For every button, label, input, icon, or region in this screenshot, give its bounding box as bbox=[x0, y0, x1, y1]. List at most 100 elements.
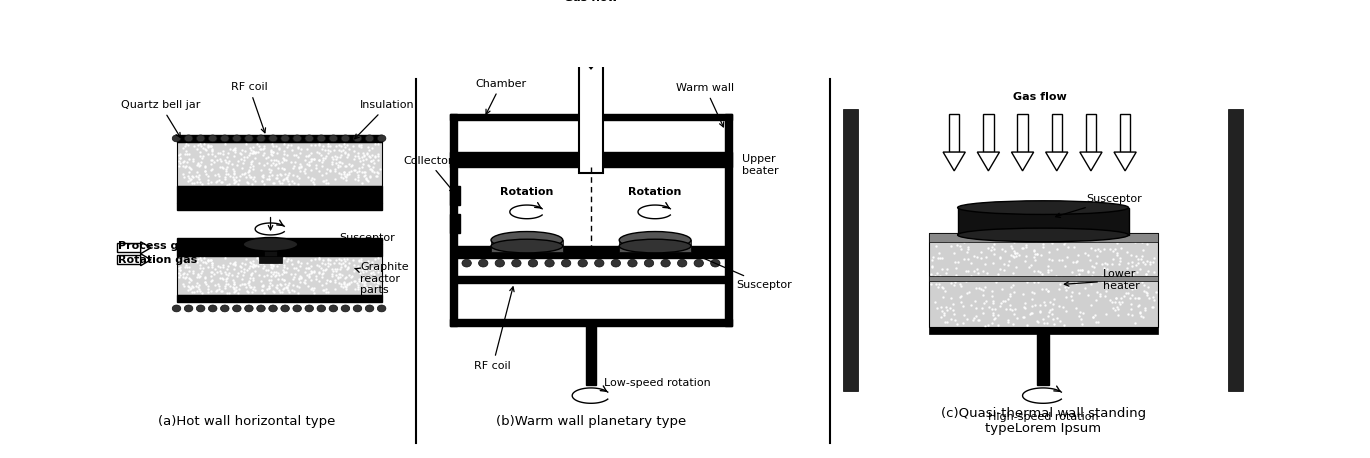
Point bbox=[312, 177, 334, 185]
Point bbox=[277, 287, 299, 294]
Point bbox=[1021, 309, 1043, 316]
Point bbox=[296, 146, 318, 153]
Point bbox=[969, 284, 991, 291]
Point bbox=[355, 279, 377, 286]
Point bbox=[174, 164, 196, 171]
Point bbox=[312, 267, 334, 274]
Point bbox=[253, 161, 275, 169]
Point bbox=[223, 262, 245, 269]
Point bbox=[367, 279, 389, 287]
Point bbox=[1051, 256, 1073, 264]
Point bbox=[1055, 307, 1077, 315]
Point bbox=[256, 159, 278, 167]
Point bbox=[1108, 255, 1130, 262]
Point bbox=[329, 266, 351, 273]
Point bbox=[316, 288, 338, 295]
Point bbox=[226, 287, 248, 294]
Point bbox=[260, 156, 282, 164]
Point bbox=[260, 151, 282, 158]
Point bbox=[275, 283, 297, 290]
Point bbox=[281, 287, 303, 294]
Point bbox=[989, 266, 1011, 273]
Point bbox=[282, 172, 304, 179]
Ellipse shape bbox=[695, 259, 703, 267]
Point bbox=[1025, 237, 1047, 245]
Point bbox=[211, 287, 233, 294]
Point bbox=[290, 145, 312, 153]
Point bbox=[1138, 294, 1160, 302]
Point bbox=[171, 170, 193, 178]
Point bbox=[1056, 281, 1078, 288]
Text: Gas flow: Gas flow bbox=[564, 0, 618, 3]
Point bbox=[930, 235, 952, 243]
Point bbox=[308, 268, 330, 275]
Point bbox=[1125, 319, 1147, 327]
Point bbox=[330, 142, 352, 149]
Point bbox=[269, 287, 290, 294]
Point bbox=[185, 173, 207, 180]
Point bbox=[263, 156, 285, 163]
Point bbox=[1119, 294, 1141, 302]
Point bbox=[255, 154, 277, 162]
Point bbox=[1000, 242, 1022, 249]
Point bbox=[190, 142, 212, 149]
Point bbox=[318, 260, 340, 267]
Point bbox=[297, 162, 319, 169]
Point bbox=[366, 173, 388, 180]
Point bbox=[363, 152, 385, 159]
Point bbox=[347, 283, 369, 290]
Ellipse shape bbox=[196, 305, 206, 312]
Point bbox=[951, 299, 973, 306]
Point bbox=[1081, 262, 1103, 270]
Point bbox=[234, 170, 256, 177]
Point bbox=[996, 316, 1018, 324]
Point bbox=[356, 176, 378, 184]
Point bbox=[956, 316, 978, 323]
Point bbox=[312, 142, 334, 149]
Bar bbox=[449, 152, 732, 168]
Point bbox=[259, 284, 281, 292]
Point bbox=[260, 263, 282, 270]
Point bbox=[1095, 310, 1117, 317]
Point bbox=[366, 172, 388, 180]
Point bbox=[944, 232, 966, 240]
Point bbox=[208, 275, 230, 282]
Point bbox=[269, 259, 290, 266]
Point bbox=[241, 149, 263, 157]
Point bbox=[1063, 276, 1085, 283]
Point bbox=[955, 277, 977, 284]
Point bbox=[225, 147, 247, 154]
Point bbox=[269, 178, 290, 185]
Point bbox=[333, 278, 355, 286]
Point bbox=[216, 170, 238, 177]
Point bbox=[259, 172, 281, 180]
Point bbox=[945, 236, 967, 244]
Point bbox=[174, 150, 196, 158]
Point bbox=[218, 263, 240, 270]
Bar bbox=[929, 327, 1158, 334]
Point bbox=[1054, 239, 1075, 246]
Point bbox=[344, 153, 366, 160]
Point bbox=[932, 254, 954, 261]
Point bbox=[215, 280, 237, 288]
Point bbox=[319, 277, 341, 284]
Point bbox=[999, 290, 1021, 298]
Point bbox=[303, 178, 325, 185]
Point bbox=[193, 140, 215, 147]
Bar bbox=[177, 142, 382, 186]
Point bbox=[982, 299, 1004, 306]
Point bbox=[1037, 309, 1059, 316]
Point bbox=[1064, 278, 1086, 286]
Point bbox=[266, 282, 288, 289]
Point bbox=[263, 148, 285, 156]
Point bbox=[241, 262, 263, 270]
Point bbox=[1028, 267, 1049, 274]
Point bbox=[355, 169, 377, 176]
Point bbox=[356, 149, 378, 157]
Point bbox=[971, 267, 993, 274]
Point bbox=[244, 286, 266, 294]
Point bbox=[210, 157, 232, 164]
Point bbox=[364, 255, 386, 262]
Point bbox=[330, 147, 352, 155]
Point bbox=[1125, 294, 1147, 302]
